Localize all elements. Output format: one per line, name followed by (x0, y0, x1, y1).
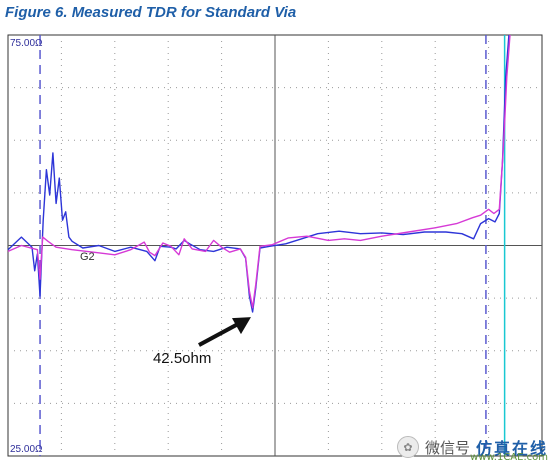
figure-title-text: Measured TDR for Standard Via (71, 4, 297, 21)
annotation-arrow-head (231, 317, 251, 335)
watermark: ✿ 微信号 仿真在线 www.1CAE.com (396, 435, 548, 463)
watermark-text: 微信号 (424, 438, 470, 457)
annotation: 42.5ohm (153, 317, 251, 367)
watermark-site: www.1CAE.com (470, 452, 548, 463)
y-bottom-label: 25.00Ω (10, 444, 43, 455)
watermark-brand: 仿真在线 (475, 439, 548, 458)
series-line-magenta (7, 34, 511, 309)
series-group (7, 34, 511, 313)
y-top-label: 75.00Ω (10, 38, 43, 49)
figure-label: Figure 6. (5, 4, 68, 21)
wechat-icon: ✿ (396, 436, 419, 458)
annotation-label: 42.5ohm (153, 350, 211, 367)
annotation-arrow-shaft (198, 322, 238, 347)
channel-label: G2 (80, 251, 95, 263)
tdr-oscilloscope-plot: 75.00Ω 25.00Ω G2 42.5ohm (7, 34, 543, 457)
figure-title: Figure 6. Measured TDR for Standard Via (5, 4, 296, 21)
